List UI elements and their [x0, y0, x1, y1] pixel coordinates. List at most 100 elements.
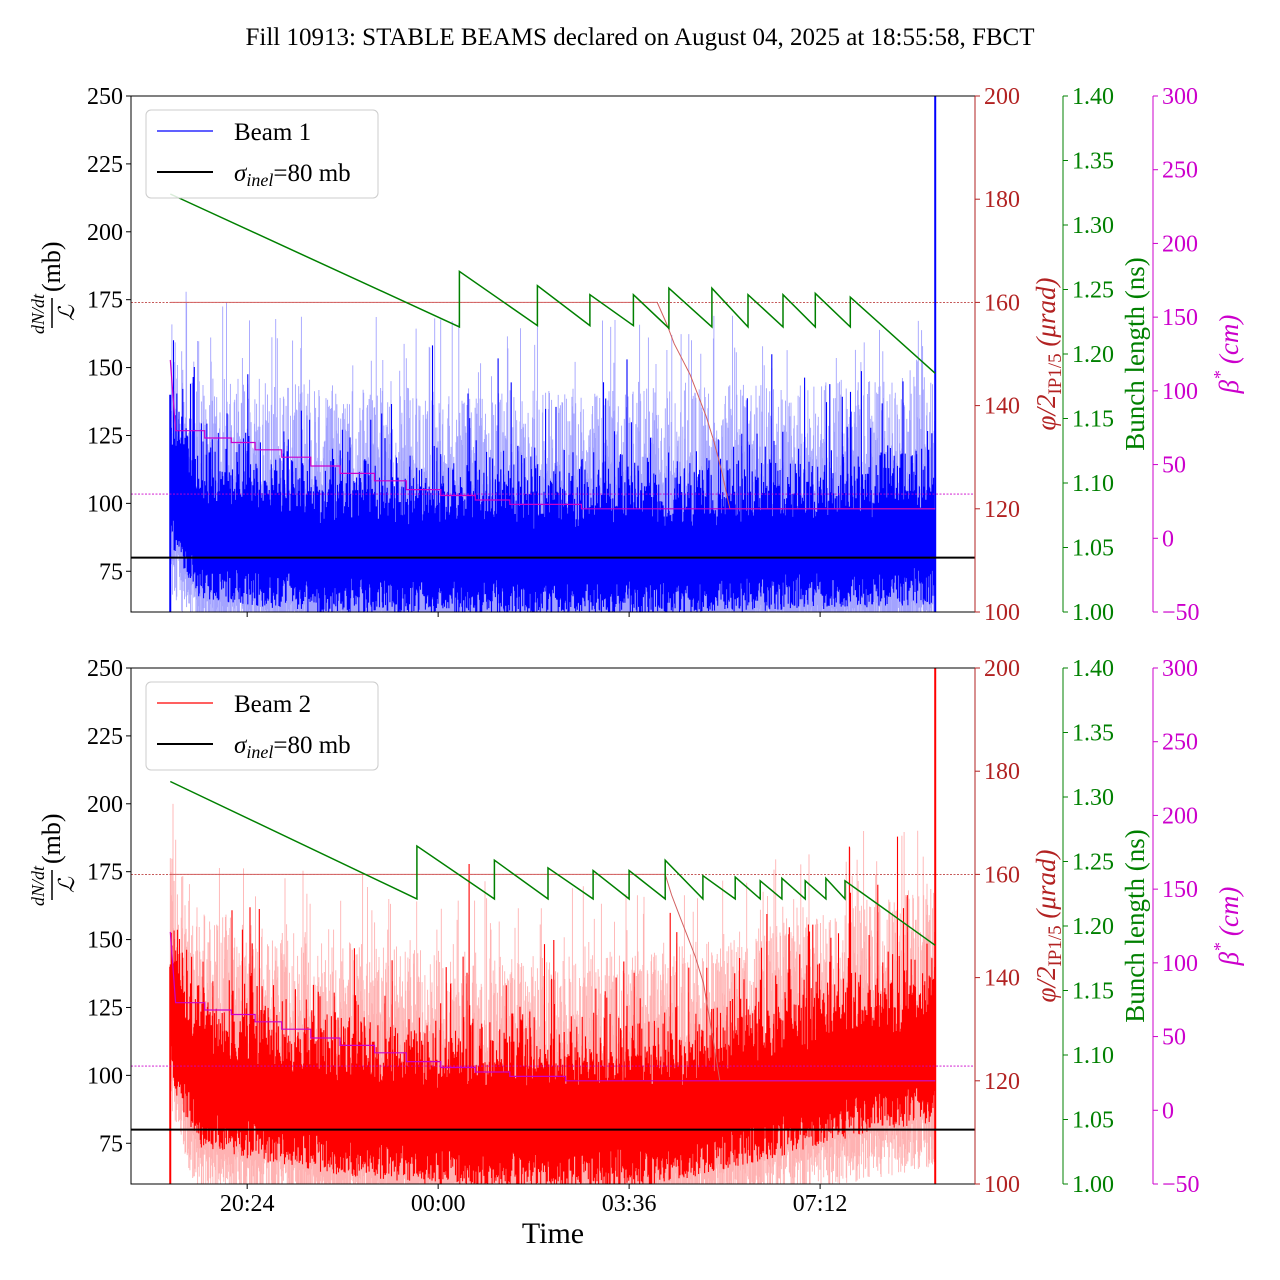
- beta-axis-tick-label: 200: [1162, 231, 1198, 257]
- sigma-subscript: inel: [246, 742, 273, 762]
- phi-subscript: IP1/5: [1045, 353, 1066, 394]
- sigma-value: =80 mb: [273, 732, 350, 759]
- panel-1: 75 100 125 150 175 200 225 250 dN/dt ℒ (mb) 100 120 1…: [28, 84, 1244, 626]
- beta-symbol: β: [1214, 951, 1244, 966]
- beta-axis-tick-label: 0: [1162, 1098, 1174, 1124]
- bunch-axis-tick-label: 1.00: [1072, 600, 1114, 626]
- legend-sigma-label: σinel=80 mb: [234, 160, 351, 190]
- legend-box: [145, 681, 379, 771]
- beta-axis-tick-label: 0: [1162, 526, 1174, 552]
- bunch-axis-tick-label: 1.00: [1072, 1172, 1114, 1198]
- legend: Beam 1 σinel=80 mb: [145, 109, 379, 199]
- left-axis-tick-label: 250: [87, 84, 123, 110]
- left-axis-tick-label: 75: [99, 559, 123, 585]
- phi-axis-tick-label: 120: [984, 497, 1020, 523]
- phi-axis-tick-label: 160: [984, 290, 1020, 316]
- bunch-axis-label: Bunch length (ns): [1120, 257, 1150, 450]
- bunch-length-line: [169, 193, 936, 374]
- beta-superscript: *: [1210, 943, 1230, 952]
- phi-symbol: φ/2: [1031, 395, 1061, 431]
- phi-axis-tick-label: 120: [984, 1069, 1020, 1095]
- phi-axis-tick-label: 100: [984, 1172, 1020, 1198]
- x-axis-tick-label: 20:24: [220, 1191, 275, 1217]
- bunch-length-line: [169, 780, 936, 946]
- bunch-axis-tick-label: 1.15: [1072, 407, 1114, 433]
- phi-axis-label: φ/2IP1/5 (μrad): [1031, 850, 1066, 1003]
- phi-subscript: IP1/5: [1045, 925, 1066, 966]
- left-axis-label: dN/dt ℒ (mb): [28, 241, 79, 334]
- legend-beam-label: Beam 2: [234, 691, 311, 718]
- beta-star-line: [169, 359, 936, 510]
- beta-axis-tick-label: 300: [1162, 84, 1198, 110]
- beta-unit: (cm): [1214, 887, 1244, 943]
- panel-2: 75 100 125 150 175 200 225 250 dN/dt ℒ (mb) 100 120 1…: [28, 656, 1244, 1217]
- legend-sigma-label: σinel=80 mb: [234, 732, 351, 762]
- sigma-symbol: σ: [234, 160, 248, 187]
- bunch-axis-tick-label: 1.40: [1072, 656, 1114, 682]
- left-axis-tick-label: 150: [87, 356, 123, 382]
- bunch-axis-tick-label: 1.30: [1072, 785, 1114, 811]
- left-axis-tick-label: 100: [87, 491, 123, 517]
- beta-star-line: [169, 931, 936, 1082]
- plot-area: [131, 668, 975, 1184]
- phi-axis-tick-label: 180: [984, 187, 1020, 213]
- beta-axis-tick-label: −50: [1162, 1172, 1200, 1198]
- left-axis-tick-label: 225: [87, 724, 123, 750]
- left-axis-label-denominator: ℒ: [54, 304, 79, 321]
- phi-axis-tick-label: 140: [984, 394, 1020, 420]
- bunch-axis-tick-label: 1.05: [1072, 1108, 1114, 1134]
- phi-crossing-angle-line: [170, 873, 936, 1082]
- left-axis-label-numerator: dN/dt: [28, 293, 48, 334]
- left-axis-label: dN/dt ℒ (mb): [28, 813, 79, 906]
- left-axis-tick-label: 175: [87, 860, 123, 886]
- left-axis-tick-label: 200: [87, 220, 123, 246]
- beta-axis-tick-label: 150: [1162, 877, 1198, 903]
- left-axis-label-unit: (mb): [37, 813, 66, 864]
- plot-area: [131, 96, 975, 612]
- phi-unit: (μrad): [1031, 278, 1061, 354]
- x-axis-tick-label: 03:36: [602, 1191, 657, 1217]
- beta-axis-tick-label: 50: [1162, 453, 1186, 479]
- left-axis-tick-label: 75: [99, 1131, 123, 1157]
- phi-symbol: φ/2: [1031, 967, 1061, 1003]
- bunch-axis-tick-label: 1.35: [1072, 149, 1114, 175]
- bunch-axis-tick-label: 1.10: [1072, 1043, 1114, 1069]
- left-axis-tick-label: 125: [87, 995, 123, 1021]
- beta-axis-label: β* (cm): [1210, 315, 1244, 395]
- beta-symbol: β: [1214, 379, 1244, 394]
- left-axis-label-denominator: ℒ: [54, 876, 79, 893]
- beta-axis-tick-label: 150: [1162, 305, 1198, 331]
- phi-crossing-angle-line: [170, 301, 936, 510]
- bunch-axis-label: Bunch length (ns): [1120, 829, 1150, 1022]
- left-axis-tick-label: 200: [87, 792, 123, 818]
- beta-axis-tick-label: −50: [1162, 600, 1200, 626]
- phi-axis-tick-label: 140: [984, 966, 1020, 992]
- left-axis-tick-label: 250: [87, 656, 123, 682]
- chart-title: Fill 10913: STABLE BEAMS declared on Aug…: [246, 24, 1035, 51]
- beta-axis-tick-label: 250: [1162, 158, 1198, 184]
- sigma-symbol: σ: [234, 732, 248, 759]
- bunch-axis-tick-label: 1.25: [1072, 850, 1114, 876]
- left-axis-tick-label: 150: [87, 928, 123, 954]
- left-axis-tick-label: 225: [87, 152, 123, 178]
- legend-box: [145, 109, 379, 199]
- x-axis-tick-label: 00:00: [411, 1191, 466, 1217]
- phi-axis-label: φ/2IP1/5 (μrad): [1031, 278, 1066, 431]
- beta-axis-label: β* (cm): [1210, 887, 1244, 967]
- left-axis-label-numerator: dN/dt: [28, 865, 48, 906]
- beta-unit: (cm): [1214, 315, 1244, 371]
- phi-axis-tick-label: 200: [984, 84, 1020, 110]
- beta-axis-tick-label: 300: [1162, 656, 1198, 682]
- beta-axis-tick-label: 200: [1162, 803, 1198, 829]
- beta-superscript: *: [1210, 371, 1230, 380]
- left-axis-tick-label: 100: [87, 1063, 123, 1089]
- bunch-axis-tick-label: 1.10: [1072, 471, 1114, 497]
- bunch-axis-tick-label: 1.15: [1072, 979, 1114, 1005]
- bunch-axis-tick-label: 1.35: [1072, 721, 1114, 747]
- sigma-subscript: inel: [246, 170, 273, 190]
- bunch-axis-tick-label: 1.25: [1072, 278, 1114, 304]
- legend: Beam 2 σinel=80 mb: [145, 681, 379, 771]
- bunch-axis-tick-label: 1.05: [1072, 536, 1114, 562]
- bunch-axis-tick-label: 1.40: [1072, 84, 1114, 110]
